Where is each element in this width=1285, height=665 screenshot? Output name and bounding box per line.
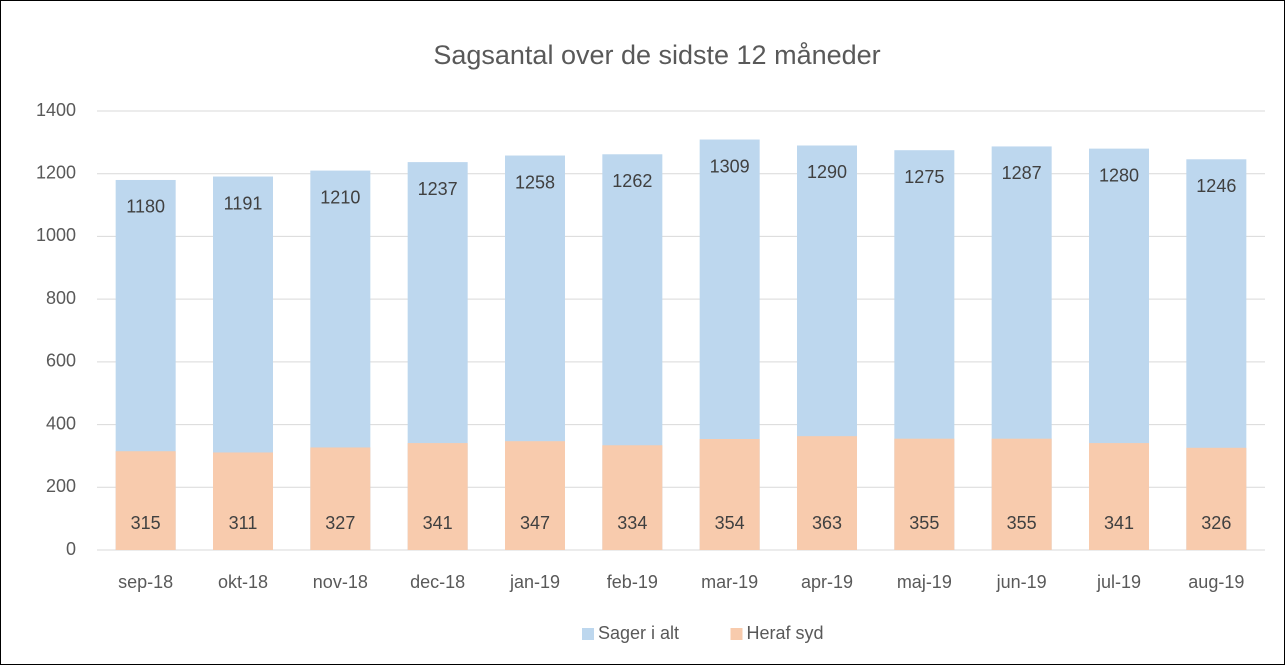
bar: [894, 438, 955, 550]
bar: [797, 436, 857, 550]
data-label: 326: [1201, 513, 1231, 533]
data-label: 1246: [1196, 176, 1236, 196]
bar: [407, 443, 468, 550]
y-tick-label: 1000: [36, 225, 76, 245]
x-tick-label: maj-19: [897, 572, 952, 592]
data-label: 355: [909, 513, 939, 533]
data-label: 1287: [1002, 163, 1042, 183]
data-label: 1309: [710, 156, 750, 176]
y-tick-label: 1200: [36, 162, 76, 182]
data-label: 1180: [126, 197, 165, 217]
x-tick-label: jul-19: [1096, 572, 1141, 592]
bar: [991, 438, 1052, 550]
data-label: 327: [325, 513, 355, 533]
bar: [602, 445, 663, 550]
legend-swatch: [730, 628, 743, 640]
y-tick-label: 0: [66, 539, 76, 559]
legend-label: Heraf syd: [747, 623, 824, 643]
data-label: 354: [715, 513, 745, 533]
bar: [310, 447, 371, 550]
data-label: 334: [617, 513, 647, 533]
y-tick-label: 600: [46, 351, 76, 371]
legend-swatch: [582, 628, 594, 640]
y-tick-label: 200: [46, 476, 76, 496]
x-tick-label: mar-19: [701, 572, 758, 592]
y-tick-label: 800: [46, 288, 76, 308]
data-label: 363: [812, 513, 842, 533]
data-label: 355: [1007, 513, 1037, 533]
data-label: 1280: [1099, 165, 1139, 185]
bar: [1186, 447, 1247, 550]
data-label: 1191: [224, 193, 263, 213]
bar: [505, 441, 565, 550]
data-label: 1237: [418, 179, 458, 199]
data-label: 347: [520, 513, 550, 533]
data-label: 1275: [904, 167, 944, 187]
data-label: 315: [131, 513, 161, 533]
x-tick-label: feb-19: [607, 572, 658, 592]
y-tick-label: 1400: [36, 100, 76, 120]
data-label: 341: [1104, 513, 1134, 533]
x-tick-label: dec-18: [410, 572, 465, 592]
legend-label: Sager i alt: [598, 623, 679, 643]
y-tick-label: 400: [46, 413, 76, 433]
chart-title: Sagsantal over de sidste 12 måneder: [433, 40, 880, 70]
bar: [213, 452, 273, 550]
x-tick-label: okt-18: [218, 572, 268, 592]
x-tick-label: nov-18: [313, 572, 368, 592]
x-tick-label: jun-19: [996, 572, 1047, 592]
bar: [115, 451, 176, 550]
x-tick-label: apr-19: [801, 572, 853, 592]
x-tick-label: aug-19: [1188, 572, 1244, 592]
bar: [699, 438, 760, 550]
x-tick-label: sep-18: [118, 572, 173, 592]
data-label: 1262: [612, 171, 652, 191]
data-label: 311: [229, 513, 258, 533]
data-label: 1258: [515, 172, 555, 192]
bar: [1089, 443, 1149, 550]
data-label: 1210: [320, 187, 360, 207]
data-label: 341: [423, 513, 453, 533]
x-tick-label: jan-19: [509, 572, 560, 592]
data-label: 1290: [807, 162, 847, 182]
